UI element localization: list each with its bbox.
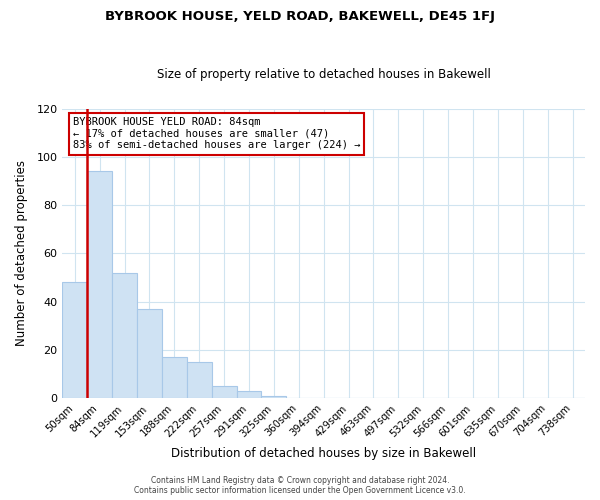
Bar [137,309,162,398]
Bar [112,272,137,398]
Text: BYBROOK HOUSE YELD ROAD: 84sqm
← 17% of detached houses are smaller (47)
83% of : BYBROOK HOUSE YELD ROAD: 84sqm ← 17% of … [73,117,360,150]
Y-axis label: Number of detached properties: Number of detached properties [15,160,28,346]
X-axis label: Distribution of detached houses by size in Bakewell: Distribution of detached houses by size … [171,447,476,460]
Text: Contains HM Land Registry data © Crown copyright and database right 2024.
Contai: Contains HM Land Registry data © Crown c… [134,476,466,495]
Bar [187,362,212,398]
Bar [162,357,187,398]
Bar [236,391,262,398]
Title: Size of property relative to detached houses in Bakewell: Size of property relative to detached ho… [157,68,491,81]
Bar [62,282,87,398]
Text: BYBROOK HOUSE, YELD ROAD, BAKEWELL, DE45 1FJ: BYBROOK HOUSE, YELD ROAD, BAKEWELL, DE45… [105,10,495,23]
Bar [212,386,236,398]
Bar [262,396,286,398]
Bar [87,172,112,398]
